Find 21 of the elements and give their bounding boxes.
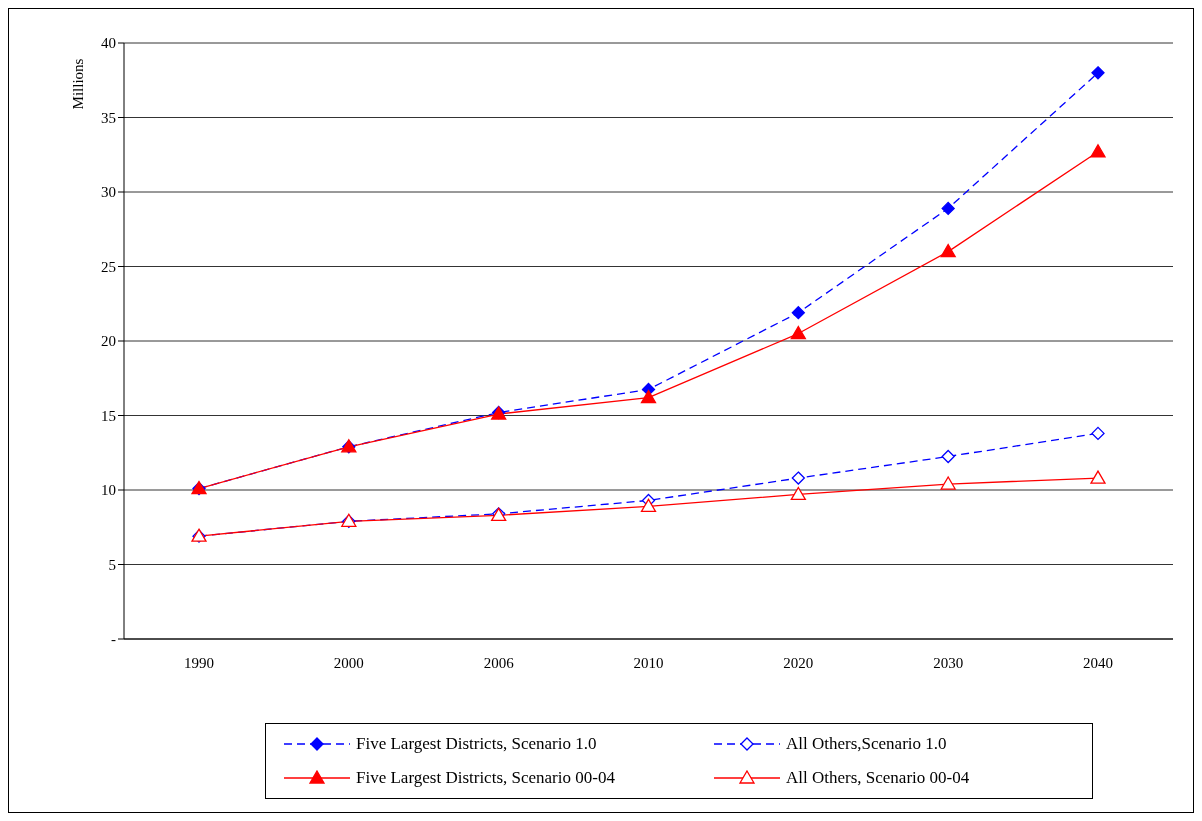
y-axis-title: Millions <box>70 58 86 110</box>
legend-label: Five Largest Districts, Scenario 1.0 <box>356 734 597 754</box>
y-tick-label: 20 <box>101 333 116 350</box>
x-tick-label: 1990 <box>184 654 214 671</box>
y-tick-label: - <box>111 631 116 648</box>
x-tick-label: 2040 <box>1083 654 1113 671</box>
y-tick-label: 40 <box>101 35 116 52</box>
y-tick-label: 35 <box>101 109 116 126</box>
y-tick-label: 25 <box>101 258 116 275</box>
y-tick-label: 5 <box>108 556 116 573</box>
legend-label: All Others, Scenario 00-04 <box>786 768 970 788</box>
y-tick-label: 10 <box>101 482 116 499</box>
y-tick-label: 30 <box>101 184 116 201</box>
y-tick-label: 15 <box>101 407 116 424</box>
legend-label: Five Largest Districts, Scenario 00-04 <box>356 768 615 788</box>
x-tick-label: 2020 <box>783 654 814 671</box>
x-tick-label: 2030 <box>933 654 964 671</box>
legend-label: All Others,Scenario 1.0 <box>786 734 947 754</box>
x-tick-label: 2006 <box>483 654 515 671</box>
x-tick-label: 2010 <box>633 654 664 671</box>
x-tick-label: 2000 <box>333 654 364 671</box>
